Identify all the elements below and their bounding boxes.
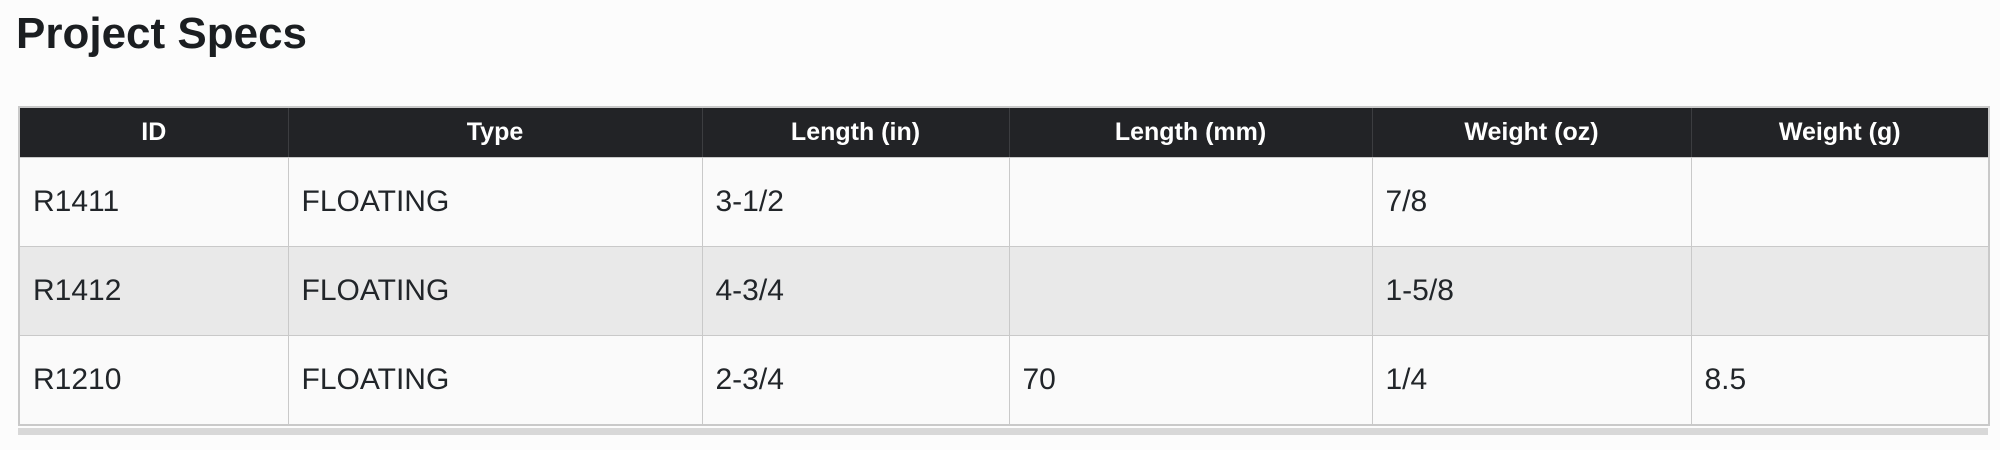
cell-weight-g bbox=[1690, 157, 1990, 247]
cell-length-mm bbox=[1008, 246, 1373, 336]
specs-table: ID Type Length (in) Length (mm) Weight (… bbox=[18, 106, 1990, 426]
cell-id: R1412 bbox=[18, 246, 289, 336]
cell-length-mm bbox=[1008, 157, 1373, 247]
cell-weight-g: 8.5 bbox=[1690, 335, 1990, 426]
column-header-length-mm: Length (mm) bbox=[1009, 107, 1373, 158]
table-row: R1411 FLOATING 3-1/2 7/8 bbox=[18, 157, 1990, 247]
page-title: Project Specs bbox=[16, 9, 308, 58]
cell-id: R1411 bbox=[18, 157, 289, 247]
table-header-row: ID Type Length (in) Length (mm) Weight (… bbox=[19, 107, 1990, 158]
cell-weight-g bbox=[1690, 246, 1990, 336]
cell-type: FLOATING bbox=[287, 335, 703, 426]
column-header-id: ID bbox=[19, 107, 289, 158]
cell-length-in: 3-1/2 bbox=[701, 157, 1010, 247]
column-header-weight-oz: Weight (oz) bbox=[1372, 107, 1692, 158]
table-row: R1412 FLOATING 4-3/4 1-5/8 bbox=[18, 246, 1990, 336]
cell-length-in: 2-3/4 bbox=[701, 335, 1010, 426]
cell-weight-oz: 1/4 bbox=[1371, 335, 1692, 426]
table-bottom-shadow bbox=[18, 428, 1988, 435]
cell-type: FLOATING bbox=[287, 157, 703, 247]
cell-weight-oz: 7/8 bbox=[1371, 157, 1692, 247]
table-row: R1210 FLOATING 2-3/4 70 1/4 8.5 bbox=[18, 335, 1990, 426]
cell-type: FLOATING bbox=[287, 246, 703, 336]
cell-length-in: 4-3/4 bbox=[701, 246, 1010, 336]
column-header-weight-g: Weight (g) bbox=[1691, 107, 1990, 158]
column-header-length-in: Length (in) bbox=[702, 107, 1010, 158]
cell-id: R1210 bbox=[18, 335, 289, 426]
cell-length-mm: 70 bbox=[1008, 335, 1373, 426]
cell-weight-oz: 1-5/8 bbox=[1371, 246, 1692, 336]
column-header-type: Type bbox=[288, 107, 703, 158]
